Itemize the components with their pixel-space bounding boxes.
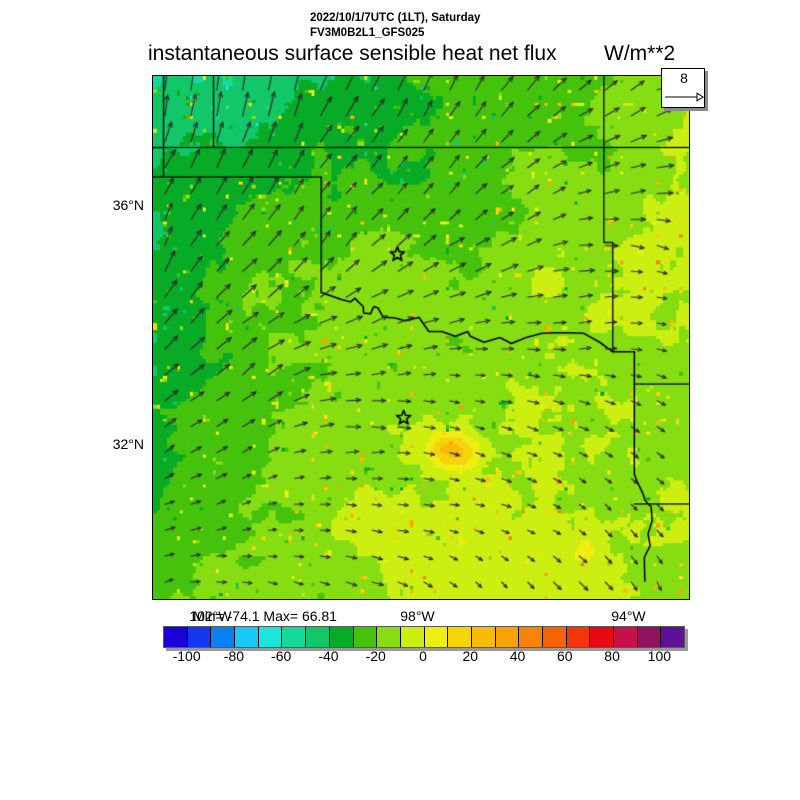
colorbar-tick-label: -80 <box>223 648 245 664</box>
heatmap-canvas <box>153 76 689 599</box>
colorbar-swatch <box>637 627 662 647</box>
x-axis-tick-label: 98°W <box>400 608 435 624</box>
colorbar-tick-label: 60 <box>557 648 573 664</box>
colorbar-tick-label: 20 <box>462 648 479 664</box>
colorbar-tick-label: 100 <box>647 648 672 664</box>
colorbar-swatch <box>400 627 425 647</box>
colorbar-swatch <box>519 627 543 647</box>
colorbar-swatch <box>211 627 236 647</box>
colorbar-swatch <box>329 627 354 647</box>
colorbar-swatch <box>235 627 259 647</box>
colorbar-tick-label: -40 <box>318 648 339 664</box>
colorbar-tick-label: -60 <box>271 648 292 664</box>
colorbar-tick-label: -20 <box>365 648 386 664</box>
vector-key-value: 8 <box>680 70 688 86</box>
colorbar-swatch <box>590 627 615 647</box>
colorbar-swatch <box>353 627 378 647</box>
colorbar-tick-label: -100 <box>172 648 201 664</box>
colorbar-swatch <box>187 627 212 647</box>
colorbar-swatch <box>566 627 591 647</box>
colorbar-tick-label: 0 <box>419 648 427 664</box>
units-label: W/m**2 <box>604 42 676 65</box>
colorbar-swatch <box>495 627 520 647</box>
colorbar-swatch <box>471 627 496 647</box>
y-axis-tick-label: 36°N <box>112 197 144 214</box>
header-timestamp: 2022/10/1/7UTC (1LT), Saturday <box>310 12 481 24</box>
x-axis-tick-label: 94°W <box>611 608 646 624</box>
colorbar-tick-label: 80 <box>604 648 620 664</box>
x-axis-tick-label: 102°W <box>189 608 232 624</box>
vector-key-box: 8 <box>661 68 705 108</box>
colorbar-swatch <box>614 627 638 647</box>
right-arrow-icon <box>665 92 704 102</box>
map-plot-area[interactable] <box>152 75 690 600</box>
colorbar-swatch <box>258 627 283 647</box>
header-model-name: FV3M0B2L1_GFS025 <box>310 27 425 39</box>
colorbar-swatch <box>377 627 401 647</box>
colorbar-swatch <box>448 627 472 647</box>
colorbar[interactable] <box>163 626 685 648</box>
colorbar-swatch <box>282 627 307 647</box>
colorbar-swatch <box>306 627 330 647</box>
colorbar-tick-label: 40 <box>509 648 526 664</box>
colorbar-swatch <box>164 627 188 647</box>
colorbar-swatch <box>424 627 449 647</box>
colorbar-swatch <box>661 627 685 647</box>
minmax-annotation: Min= -74.1 Max= 66.81 <box>193 608 337 624</box>
chart-title: instantaneous surface sensible heat net … <box>148 42 557 65</box>
colorbar-swatch <box>543 627 567 647</box>
y-axis-tick-label: 32°N <box>112 435 144 452</box>
